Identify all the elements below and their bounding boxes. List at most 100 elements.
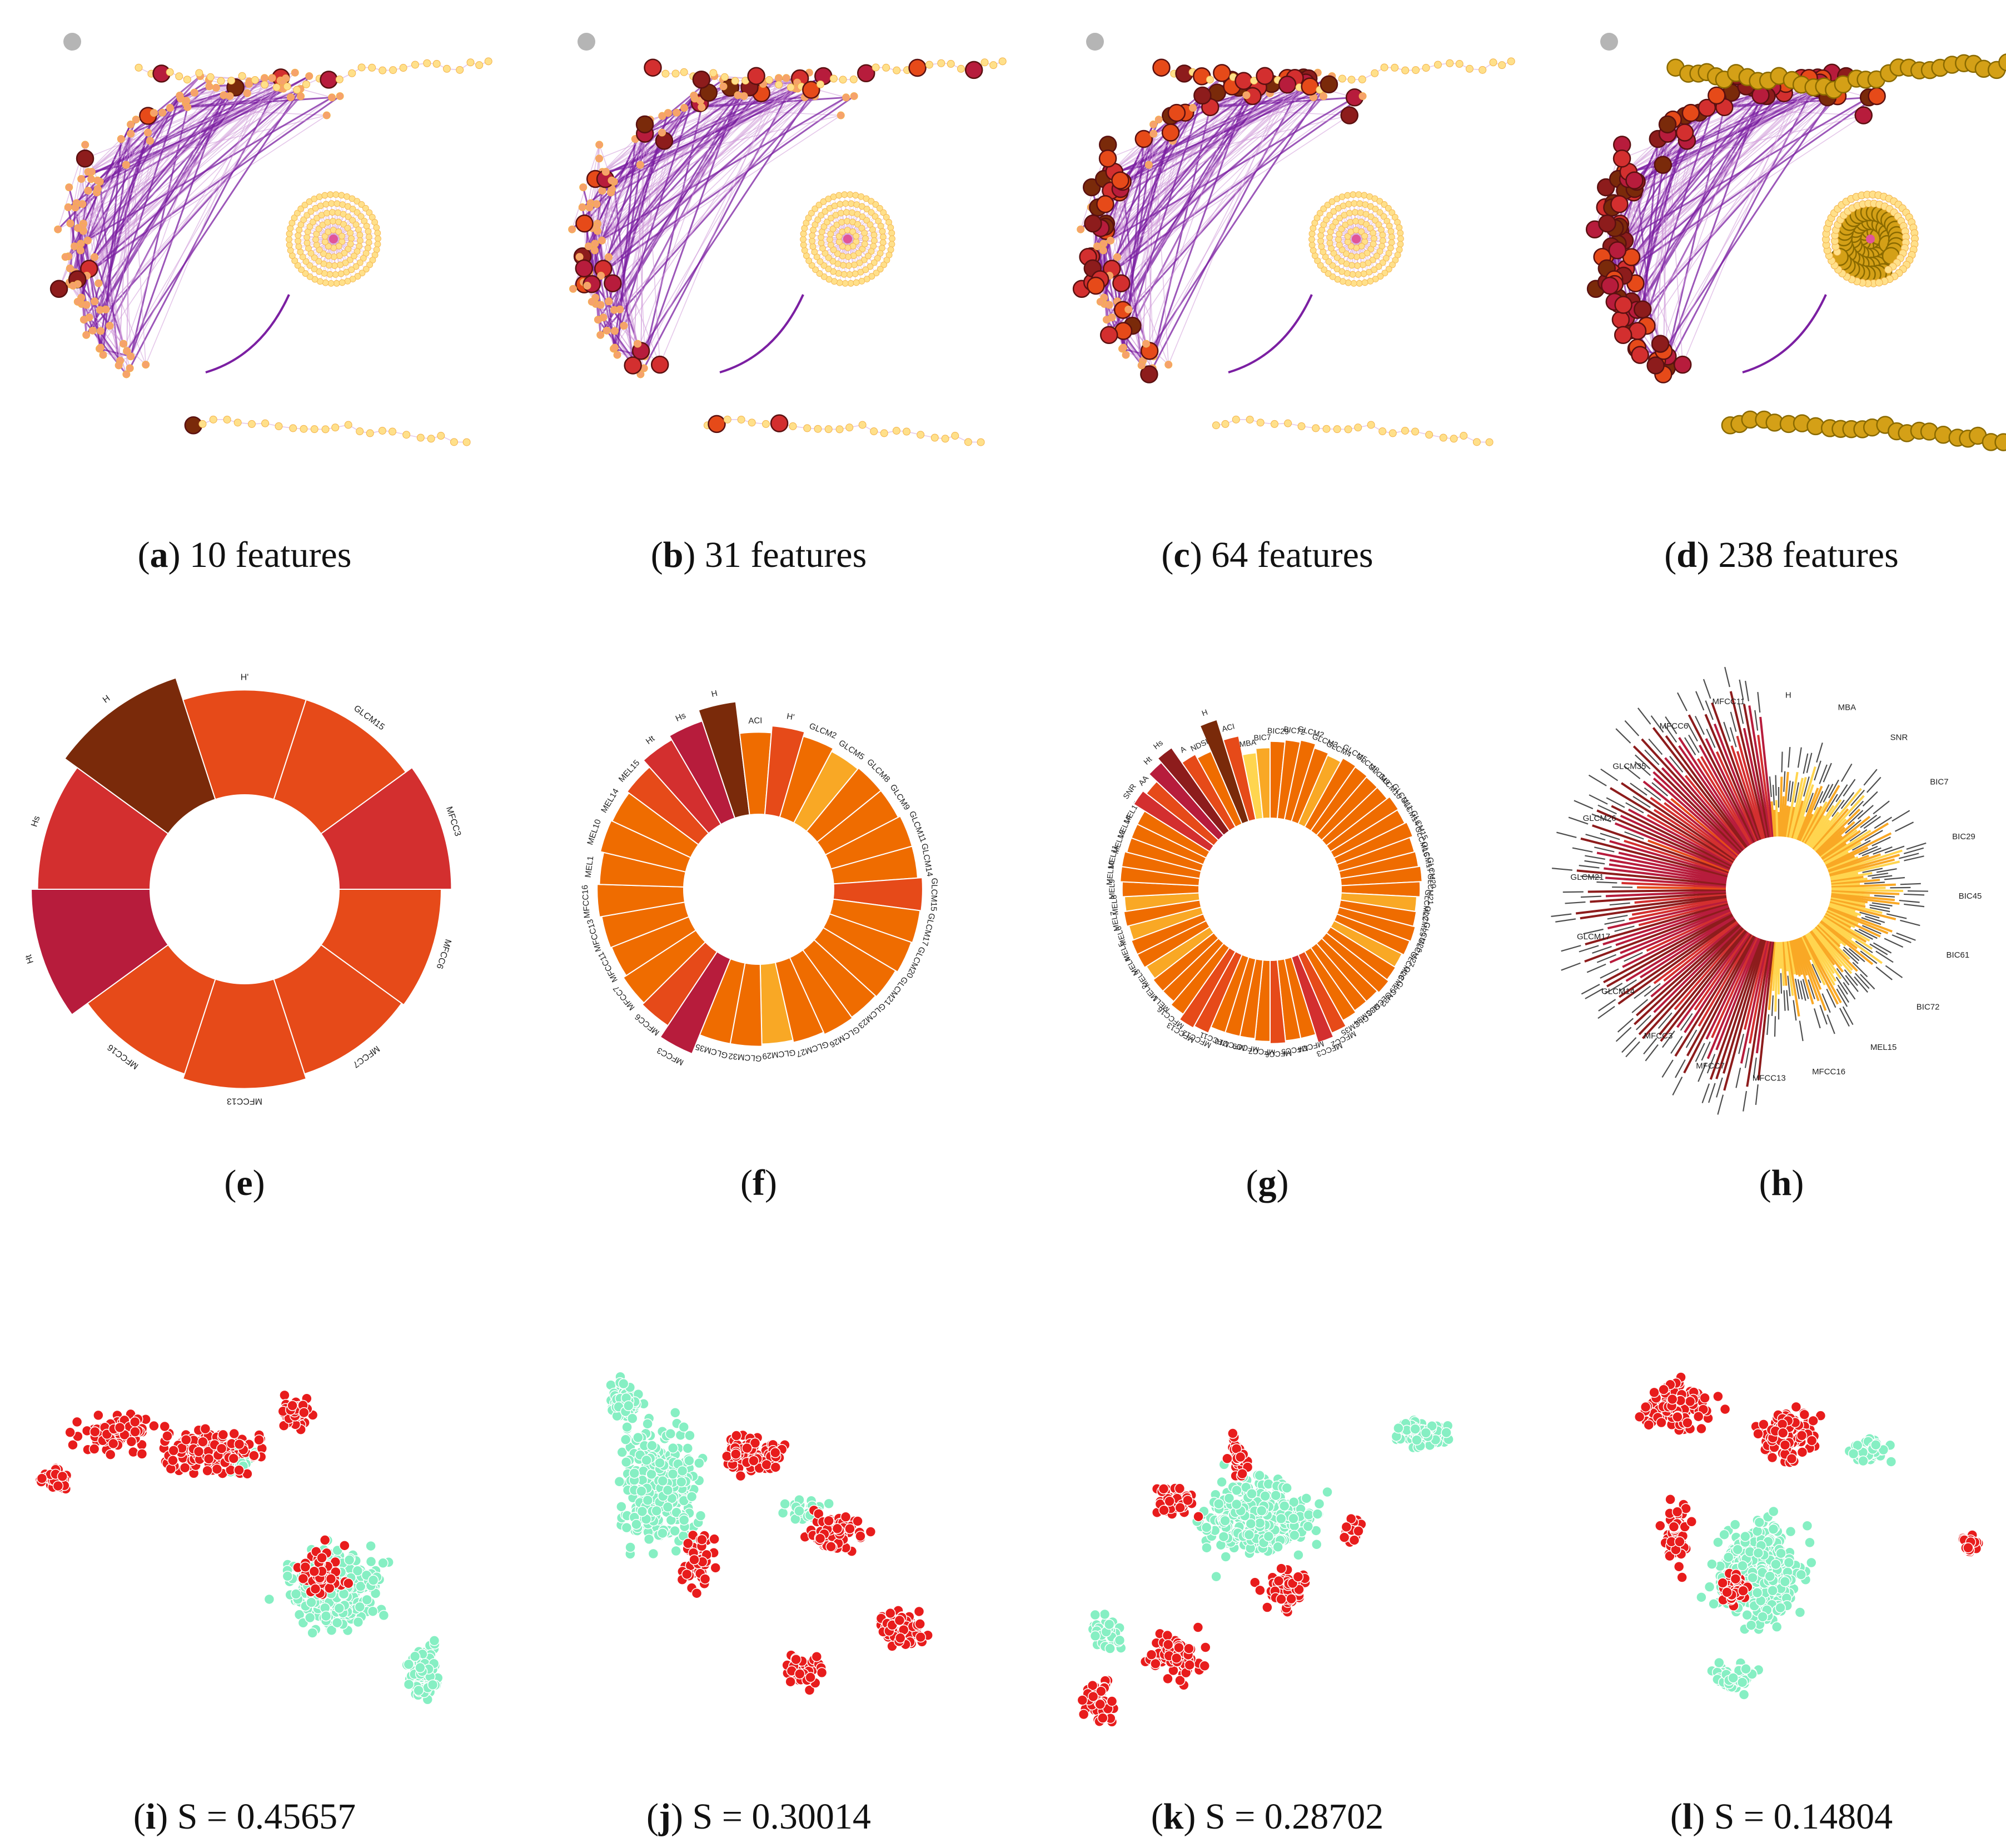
- polar-bar: [668, 720, 736, 825]
- polar-label-clutter: [1819, 784, 1830, 804]
- network-node: [605, 253, 613, 261]
- scatter-point: [682, 1443, 694, 1454]
- polar-label-clutter: [1842, 1006, 1854, 1025]
- network-node: [812, 205, 819, 212]
- network-node: [1347, 243, 1355, 250]
- network-node: [1312, 424, 1320, 432]
- polar-bar: [1585, 903, 1729, 945]
- polar-label-clutter: [1643, 1038, 1657, 1055]
- polar-label-clutter: [1695, 1043, 1705, 1062]
- network-edge: [1142, 87, 1240, 361]
- network-edge: [1099, 95, 1203, 285]
- polar-bar: [1831, 893, 1895, 901]
- scatter-point: [651, 1505, 662, 1517]
- polar-tick-label: GLCM17: [920, 912, 937, 947]
- scatter-point: [409, 1651, 421, 1662]
- polar-label-clutter: [1806, 753, 1813, 773]
- polar-label-clutter: [1800, 980, 1806, 1001]
- network-node: [770, 414, 789, 432]
- polar-bar: [1804, 934, 1836, 986]
- polar-label-clutter: [1644, 983, 1661, 997]
- network-node: [608, 185, 616, 193]
- polar-label-clutter: [1783, 990, 1786, 1011]
- polar-bar: [1609, 863, 1727, 883]
- polar-label-clutter: [1803, 753, 1809, 774]
- scatter-point: [93, 1409, 104, 1421]
- network-node: [356, 259, 364, 266]
- network-panel-d: [1585, 33, 2006, 451]
- polar-label-clutter: [1896, 932, 1916, 941]
- network-node: [66, 220, 74, 228]
- network-node: [166, 68, 174, 76]
- network-node: [1099, 246, 1107, 255]
- polar-label-clutter: [1862, 868, 1883, 873]
- polar-bar: [1610, 787, 1734, 863]
- scatter-point: [642, 1418, 653, 1429]
- polar-label-clutter: [1797, 979, 1803, 1000]
- polar-label-clutter: [1859, 911, 1880, 919]
- polar-label-clutter: [1871, 902, 1893, 906]
- network-node: [1370, 230, 1377, 237]
- network-panel-c: [1072, 33, 1515, 446]
- network-node: [787, 83, 795, 92]
- polar-bar: [1783, 942, 1789, 972]
- network-node: [123, 347, 131, 355]
- scatter-point: [253, 1434, 265, 1446]
- polar-bar: [1770, 801, 1776, 837]
- network-node: [748, 419, 756, 427]
- network-node: [761, 420, 770, 428]
- polar-bar: [1620, 814, 1731, 868]
- polar-bar: [1809, 931, 1835, 966]
- network-node: [1396, 224, 1403, 231]
- network-node: [1360, 261, 1366, 268]
- scatter-point: [694, 1457, 705, 1469]
- network-edge: [81, 303, 146, 365]
- network-node: [575, 253, 584, 261]
- network-node: [829, 258, 837, 265]
- polar-label-clutter: [1551, 913, 1572, 917]
- polar-bar: [1790, 776, 1807, 839]
- network-node: [818, 234, 824, 241]
- polar-label-clutter: [1828, 779, 1839, 799]
- network-node: [690, 91, 698, 99]
- network-node: [1380, 237, 1386, 244]
- network-node: [1221, 420, 1230, 428]
- polar-bar: [1603, 913, 1733, 984]
- network-node: [847, 191, 854, 198]
- network-node: [957, 64, 965, 73]
- network-node: [238, 72, 246, 80]
- scatter-point: [642, 1495, 654, 1506]
- scatter-point: [148, 1420, 160, 1432]
- polar-label-clutter: [1899, 853, 1919, 859]
- network-node: [872, 63, 880, 72]
- polar-bar: [1715, 751, 1758, 842]
- scatter-point: [104, 1449, 116, 1460]
- polar-bar: [1743, 704, 1770, 838]
- network-node: [595, 141, 604, 149]
- network-node: [1352, 218, 1359, 225]
- polar-bar: [1831, 894, 1900, 905]
- scatter-point: [287, 1400, 298, 1411]
- network-edge: [118, 133, 132, 366]
- network-node: [306, 262, 313, 269]
- polar-bar: [1615, 905, 1729, 947]
- polar-tick-label: GLCM2: [808, 721, 838, 741]
- network-node: [158, 108, 167, 117]
- network-node: [824, 425, 833, 434]
- network-node: [951, 432, 959, 440]
- network-node: [1379, 259, 1386, 266]
- network-node: [1212, 421, 1220, 430]
- polar-bar: [1705, 738, 1757, 843]
- network-node: [1625, 171, 1644, 190]
- network-node: [845, 424, 854, 432]
- polar-label-clutter: [1685, 1029, 1698, 1048]
- polar-bar: [1806, 933, 1835, 974]
- polar-label-clutter: [1836, 988, 1848, 1007]
- polar-label-clutter: [1723, 721, 1731, 742]
- network-edge: [100, 107, 171, 331]
- scatter-point: [339, 1540, 350, 1551]
- polar-tick-label: GLCM29: [761, 1048, 796, 1061]
- polar-bar: [1641, 927, 1744, 1039]
- network-node: [635, 115, 654, 134]
- network-node: [1297, 422, 1306, 430]
